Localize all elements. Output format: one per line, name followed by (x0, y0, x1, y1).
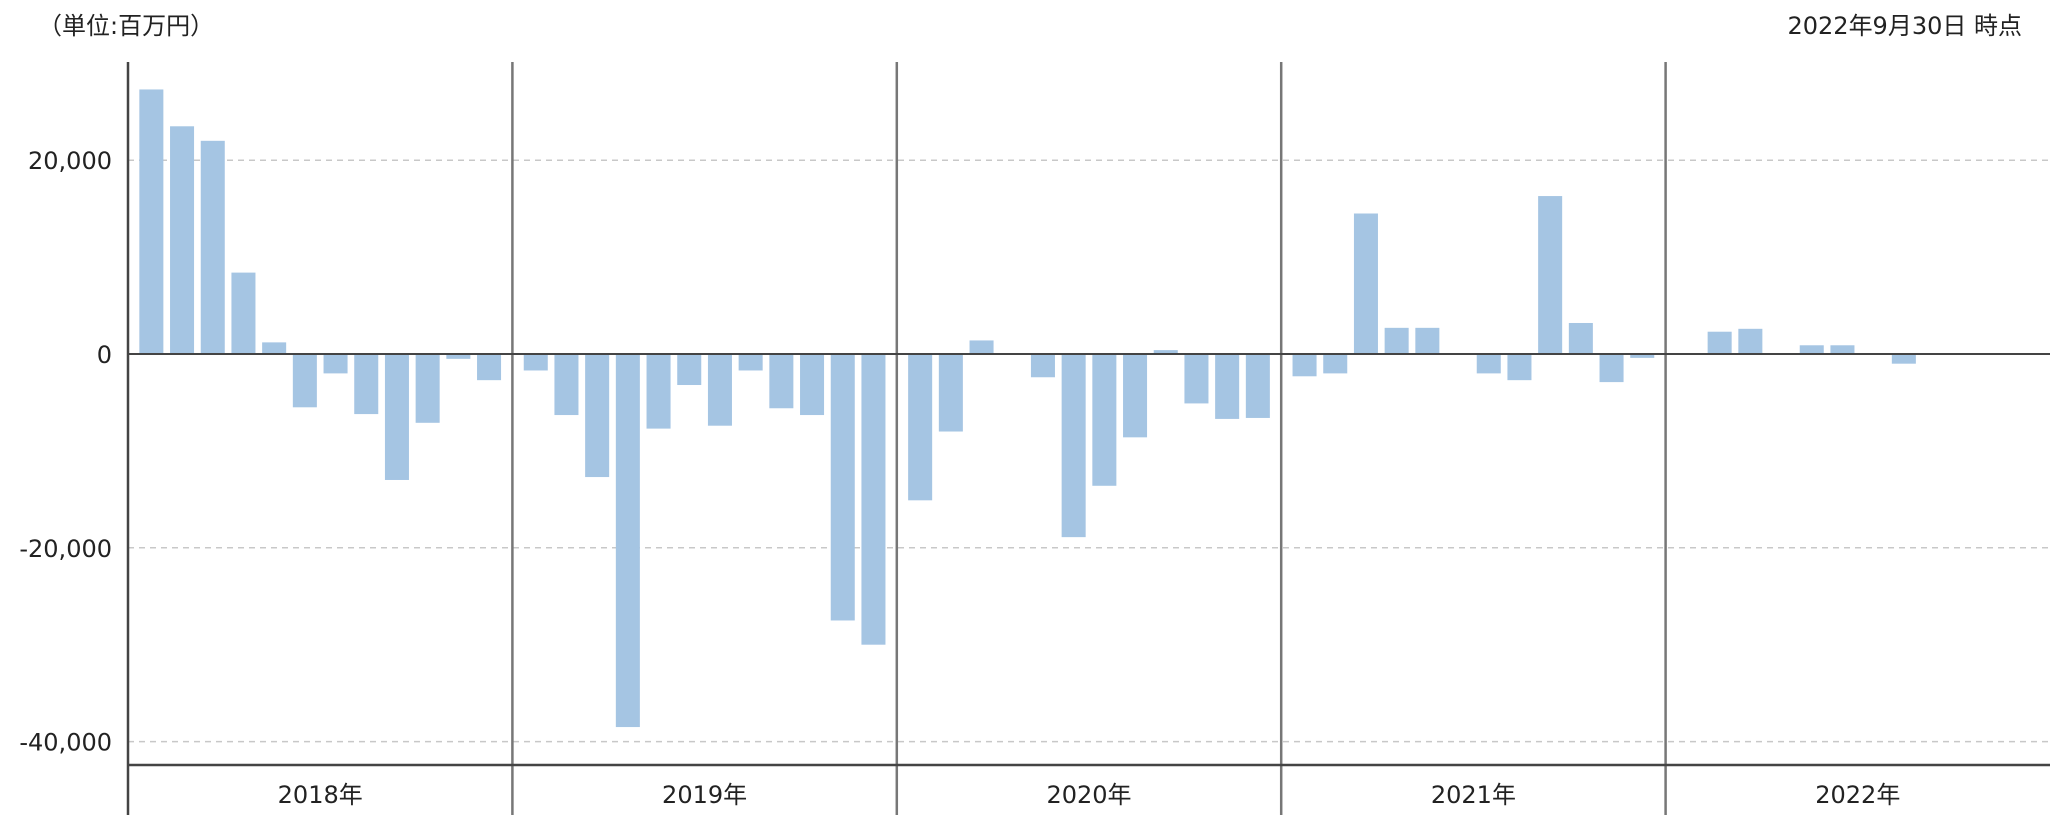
bar (1599, 354, 1624, 383)
bar (1415, 327, 1440, 354)
x-category-label: 2018年 (278, 781, 363, 809)
bar (908, 354, 933, 501)
bar (1184, 354, 1209, 404)
bar (1507, 354, 1532, 381)
bar (1215, 354, 1240, 419)
bar (523, 354, 548, 371)
y-tick-label: -20,000 (19, 535, 112, 563)
bar (1891, 354, 1916, 364)
bar (1707, 331, 1732, 354)
bar (200, 140, 225, 354)
bar (1830, 345, 1855, 354)
bar (170, 126, 195, 354)
bar (1630, 354, 1655, 358)
bar (323, 354, 348, 374)
bar (1061, 354, 1086, 538)
bar (861, 354, 886, 645)
bar (1123, 354, 1148, 438)
bar (769, 354, 794, 409)
unit-label: （単位:百万円） (38, 12, 214, 40)
axes (126, 62, 2050, 815)
as-of-date-label: 2022年9月30日 時点 (1787, 12, 2022, 40)
y-tick-label: 0 (97, 341, 112, 369)
axis-labels: 20,000 0 -20,000 -40,000 2018年 2019年 2020年 2021… (19, 147, 1900, 809)
y-tick-label: 20,000 (28, 147, 112, 175)
bar (554, 354, 579, 416)
bar (1476, 354, 1501, 374)
bar (354, 354, 379, 415)
bar (1568, 322, 1593, 354)
y-tick-label: -40,000 (19, 729, 112, 757)
bar (677, 354, 702, 386)
bar (646, 354, 671, 429)
bar (384, 354, 409, 480)
bar (477, 354, 502, 381)
bar (1538, 196, 1563, 354)
bar (262, 342, 287, 354)
bar (1384, 327, 1409, 354)
bar (969, 340, 994, 354)
bar (446, 354, 471, 359)
bar (1738, 328, 1763, 354)
bar (1030, 354, 1055, 378)
bar (1092, 354, 1117, 486)
bar (738, 354, 763, 371)
bar (415, 354, 440, 423)
bar (139, 89, 164, 354)
bar (1353, 213, 1378, 354)
bar (1245, 354, 1270, 418)
bar (231, 272, 256, 354)
bar (830, 354, 855, 621)
x-category-label: 2022年 (1815, 781, 1900, 809)
x-category-label: 2021年 (1431, 781, 1516, 809)
bar (707, 354, 732, 426)
x-category-label: 2020年 (1046, 781, 1131, 809)
bar (1153, 350, 1178, 354)
bar (615, 354, 640, 728)
x-category-label: 2019年 (662, 781, 747, 809)
bar (1323, 354, 1348, 374)
bar (292, 354, 317, 408)
bar (1292, 354, 1317, 377)
grid-lines (128, 159, 2050, 743)
bar (585, 354, 610, 478)
bar (1799, 345, 1824, 354)
bar (800, 354, 825, 416)
bars (139, 89, 1916, 728)
bar (938, 354, 963, 432)
